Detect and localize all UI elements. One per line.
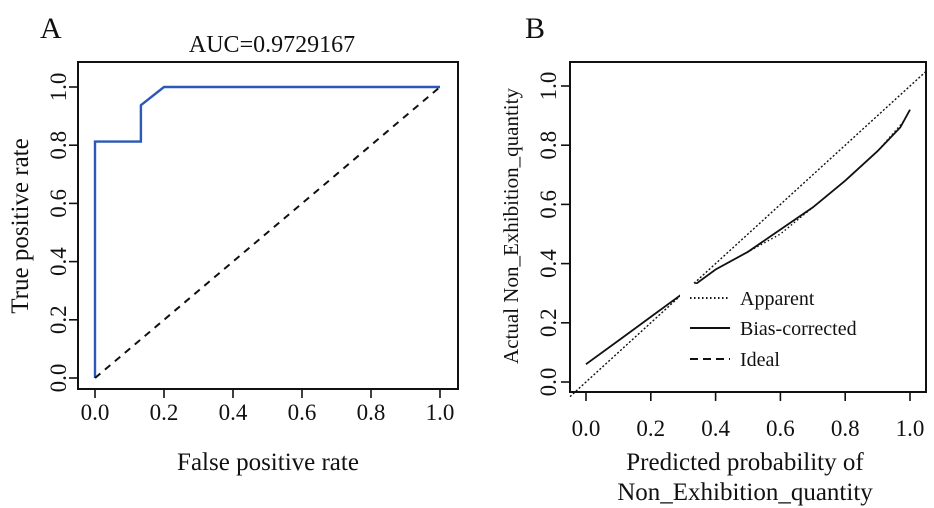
- y-axis-title-b: Actual Non_Exhibition_quantity: [499, 88, 523, 364]
- plot-frame-b: [569, 61, 927, 393]
- chart-title-a: AUC=0.9729167: [189, 32, 355, 58]
- x-axis-b: 0.0 0.2 0.4 0.6 0.8 1.0: [572, 392, 925, 441]
- chance-diagonal-line: [94, 86, 441, 379]
- legend-label-apparent: Apparent: [740, 288, 815, 310]
- x-tick-label-b-3: 0.6: [766, 416, 795, 441]
- y-tick-label-b-0: 0.0: [536, 368, 561, 397]
- x-axis-a: 0.0 0.2 0.4 0.6 0.8 1.0: [81, 389, 455, 425]
- panel-b: B 0.0 0.2 0.4 0.6 0.8 1.0 0.0 0.2 0.4: [499, 12, 927, 506]
- x-tick-label-a-0: 0.0: [81, 400, 110, 425]
- roc-curve-line: [93, 85, 440, 378]
- x-tick-label-a-5: 1.0: [426, 400, 455, 425]
- ideal-line: [569, 70, 927, 398]
- x-tick-label-a-3: 0.6: [288, 400, 317, 425]
- legend-label-ideal: Ideal: [740, 349, 780, 371]
- x-tick-label-a-1: 0.2: [150, 400, 179, 425]
- y-tick-label-a-3: 0.6: [46, 189, 71, 218]
- legend-label-bias-corrected: Bias-corrected: [740, 318, 857, 340]
- y-tick-label-a-1: 0.2: [46, 305, 71, 334]
- x-tick-label-b-4: 0.8: [831, 416, 860, 441]
- panel-label-a: A: [40, 12, 62, 45]
- x-axis-title-a: False positive rate: [177, 449, 359, 476]
- x-tick-label-b-0: 0.0: [572, 416, 601, 441]
- x-tick-label-b-5: 1.0: [896, 416, 925, 441]
- bias-corrected-line: [585, 109, 911, 365]
- x-axis-title-b-line1: Predicted probability of: [626, 449, 864, 476]
- y-tick-label-a-2: 0.4: [46, 247, 71, 276]
- x-axis-title-b-line2: Non_Exhibition_quantity: [617, 479, 873, 506]
- panel-a: A AUC=0.9729167 0.0 0.2 0.4 0.6 0.8 1.0 …: [7, 12, 459, 476]
- x-tick-label-a-2: 0.4: [219, 400, 248, 425]
- x-tick-label-b-1: 0.2: [636, 416, 665, 441]
- x-tick-label-b-2: 0.4: [701, 416, 730, 441]
- y-axis-title-a: True positive rate: [7, 138, 34, 313]
- y-tick-label-b-3: 0.6: [536, 190, 561, 219]
- legend: Apparent Bias-corrected Ideal: [690, 288, 857, 371]
- y-axis-b: 0.0 0.2 0.4 0.6 0.8 1.0: [536, 72, 570, 397]
- y-tick-label-a-4: 0.8: [46, 131, 71, 160]
- y-tick-label-a-5: 1.0: [46, 73, 71, 102]
- y-tick-label-a-0: 0.0: [46, 364, 71, 393]
- y-tick-label-b-2: 0.4: [536, 249, 561, 278]
- y-tick-label-b-5: 1.0: [536, 72, 561, 101]
- panel-label-b: B: [525, 12, 545, 45]
- plot-frame-a: [77, 61, 459, 390]
- y-axis-a: 0.0 0.2 0.4 0.6 0.8 1.0: [46, 73, 78, 393]
- x-tick-label-a-4: 0.8: [357, 400, 386, 425]
- y-tick-label-b-4: 0.8: [536, 131, 561, 160]
- y-tick-label-b-1: 0.2: [536, 308, 561, 337]
